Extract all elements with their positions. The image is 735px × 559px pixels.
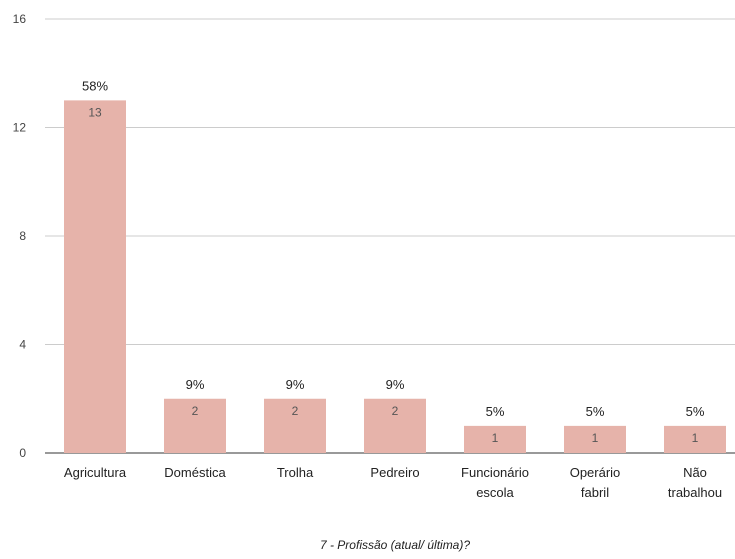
bar-value-label: 2 — [292, 404, 299, 418]
bar-value-label: 2 — [392, 404, 399, 418]
bar-percent-label: 5% — [686, 404, 705, 419]
y-axis-tick-labels: 0 4 8 12 16 — [13, 12, 27, 460]
x-axis-title: 7 - Profissão (atual/ última)? — [320, 538, 470, 552]
bar — [564, 425, 626, 453]
x-tick-label: fabril — [581, 485, 609, 500]
bar — [364, 398, 426, 453]
bar-percent-label: 5% — [486, 404, 505, 419]
x-tick-label: Pedreiro — [370, 465, 419, 480]
y-tick-label: 0 — [19, 446, 26, 460]
x-tick-label: Operário — [570, 465, 621, 480]
bar-value-label: 2 — [192, 404, 199, 418]
y-tick-label: 16 — [13, 12, 27, 26]
bar-percent-label: 58% — [82, 78, 108, 93]
bar-percent-label: 9% — [186, 377, 205, 392]
bar-value-label: 1 — [592, 431, 599, 445]
y-tick-label: 12 — [13, 121, 27, 135]
bar-percent-label: 9% — [386, 377, 405, 392]
y-tick-label: 8 — [19, 229, 26, 243]
bar-value-label: 13 — [88, 105, 102, 119]
x-tick-label: trabalhou — [668, 485, 722, 500]
x-axis-tick-labels: Agricultura Doméstica Trolha Pedreiro Funcio… — [64, 465, 722, 500]
bar-percent-label: 9% — [286, 377, 305, 392]
bar-value-label: 1 — [692, 431, 699, 445]
x-tick-label: Funcionário — [461, 465, 529, 480]
x-tick-label: Doméstica — [164, 465, 226, 480]
bar-percent-label: 5% — [586, 404, 605, 419]
x-tick-label: Trolha — [277, 465, 314, 480]
y-tick-label: 4 — [19, 338, 26, 352]
bar — [64, 100, 126, 453]
bars — [64, 100, 726, 453]
bar-value-label: 1 — [492, 431, 499, 445]
bar — [264, 398, 326, 453]
x-tick-label: escola — [476, 485, 514, 500]
data-labels: 13 58% 2 9% 2 9% 2 9% 1 5% 1 5% 1 5% — [82, 78, 705, 445]
bar — [164, 398, 226, 453]
x-tick-label: Agricultura — [64, 465, 127, 480]
bar — [664, 425, 726, 453]
x-tick-label: Não — [683, 465, 707, 480]
bar — [464, 425, 526, 453]
